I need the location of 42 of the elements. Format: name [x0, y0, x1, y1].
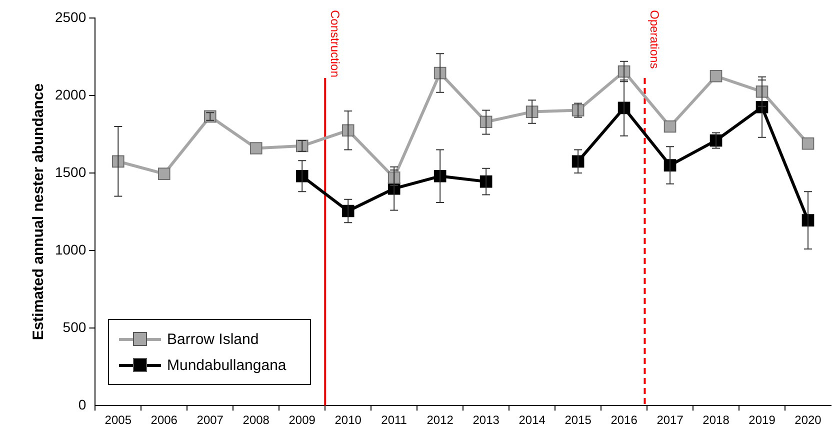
- point: [526, 106, 538, 118]
- x-tick-label: 2019: [748, 413, 776, 428]
- y-tick-label: 500: [62, 318, 86, 335]
- x-tick-label: 2013: [472, 413, 500, 428]
- point: [158, 168, 170, 180]
- ref-line-label: Operations: [647, 10, 662, 69]
- point: [480, 116, 492, 128]
- y-tick-label: 1500: [54, 164, 86, 180]
- point: [342, 124, 354, 137]
- x-tick-label: 2020: [794, 413, 822, 428]
- y-tick-label: 1000: [54, 241, 86, 258]
- point: [112, 155, 124, 168]
- point: [388, 172, 400, 184]
- x-tick-label: 2007: [196, 413, 224, 428]
- point: [250, 142, 262, 154]
- x-tick-label: 2018: [702, 413, 730, 428]
- point: [664, 159, 676, 172]
- ref-line-label: Construction: [328, 10, 342, 78]
- y-tick-label: 2500: [54, 8, 86, 25]
- point: [756, 85, 768, 98]
- point: [710, 70, 722, 82]
- x-tick-label: 2005: [104, 413, 132, 428]
- y-tick-label: 2000: [54, 86, 86, 102]
- x-tick-label: 2012: [426, 413, 454, 428]
- x-tick-label: 2006: [150, 413, 178, 428]
- x-tick-label: 2015: [564, 413, 592, 428]
- x-tick-label: 2017: [656, 413, 684, 428]
- point: [664, 120, 676, 133]
- point: [342, 204, 354, 218]
- point: [802, 137, 814, 150]
- x-tick-label: 2009: [288, 413, 316, 428]
- legend-label: Mundabullangana: [167, 356, 286, 374]
- x-tick-label: 2014: [518, 413, 546, 428]
- x-tick-label: 2016: [610, 413, 638, 428]
- point: [434, 170, 446, 182]
- point: [296, 170, 308, 182]
- x-tick-label: 2011: [381, 413, 408, 428]
- y-axis-title: Estimated annual nester abundance: [30, 83, 48, 340]
- x-tick-label: 2010: [334, 413, 362, 428]
- y-tick-label: 0: [78, 396, 86, 412]
- legend-label: Barrow Island: [167, 330, 259, 348]
- x-tick-label: 2008: [242, 413, 270, 428]
